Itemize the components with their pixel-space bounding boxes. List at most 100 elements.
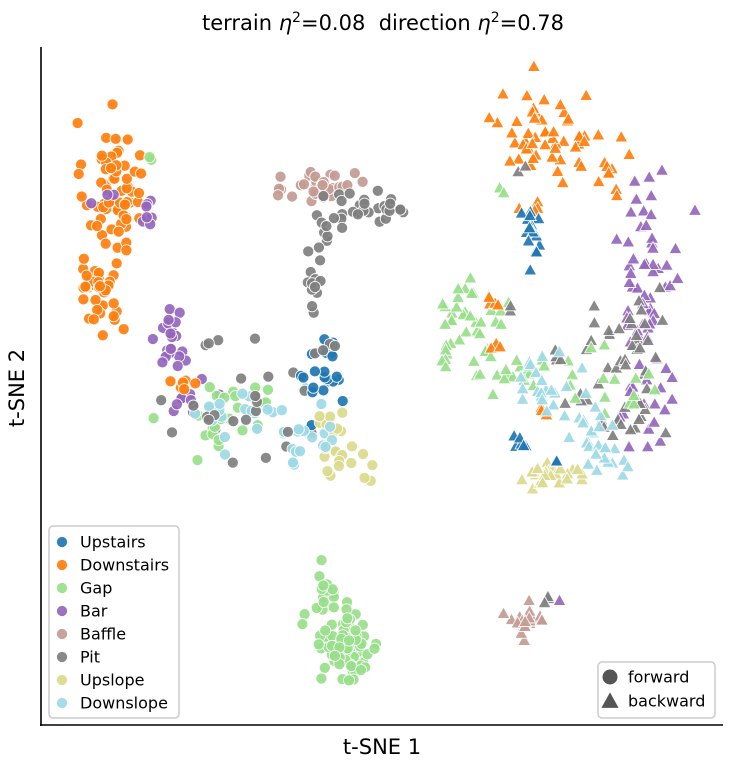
point-pit-forward <box>187 399 200 412</box>
point-downstairs-backward <box>591 127 606 141</box>
legend-label-baffle: Baffle <box>80 625 126 644</box>
point-gap-forward <box>298 608 311 621</box>
point-pit-backward <box>612 321 627 335</box>
point-bar-backward <box>645 256 661 270</box>
point-bar-backward <box>626 251 641 265</box>
point-downstairs-backward <box>527 110 542 124</box>
point-baffle-backward <box>514 625 529 639</box>
point-upslope-forward <box>358 471 371 484</box>
point-pit-forward <box>155 394 168 407</box>
point-downstairs-forward <box>117 323 130 336</box>
point-gap-backward <box>607 371 622 385</box>
point-pit-forward <box>317 344 330 357</box>
point-upslope-backward <box>570 461 585 475</box>
point-bar-backward <box>659 257 674 271</box>
point-bar-backward <box>670 270 685 284</box>
point-bar-backward <box>639 217 654 231</box>
point-downslope-backward <box>580 456 596 470</box>
point-downstairs-backward <box>519 88 535 102</box>
point-downslope-backward <box>607 441 622 455</box>
point-gap-forward <box>236 424 249 437</box>
point-pit-backward <box>518 158 533 172</box>
point-upslope-backward <box>530 460 545 474</box>
point-upslope-forward <box>366 459 379 472</box>
point-pit-forward <box>227 415 240 428</box>
point-gap-backward <box>537 358 552 372</box>
legend-marker-bar <box>55 604 69 618</box>
point-upslope-backward <box>559 471 575 485</box>
point-pit-forward <box>320 220 333 233</box>
point-pit-forward <box>343 187 356 200</box>
point-gap-backward <box>583 340 599 354</box>
point-gap-forward <box>341 612 354 625</box>
point-pit-backward <box>625 337 640 351</box>
point-pit-forward <box>262 370 275 383</box>
point-downslope-backward <box>515 381 530 395</box>
legend-label-backward: backward <box>628 692 705 711</box>
legend-marker-gap <box>55 581 69 595</box>
point-pit-forward <box>226 456 239 469</box>
point-pit-backward <box>658 425 673 439</box>
point-bar-forward <box>164 342 177 355</box>
point-downslope-forward <box>251 422 264 435</box>
point-downslope-backward <box>534 373 550 386</box>
point-pit-backward <box>587 298 602 312</box>
point-downslope-backward <box>539 403 554 417</box>
point-pit-forward <box>259 451 272 464</box>
data-points <box>71 58 703 687</box>
point-downstairs-backward <box>509 113 524 127</box>
point-downslope-forward <box>218 448 232 461</box>
point-bar-backward <box>645 240 661 254</box>
legend-label-downslope: Downslope <box>80 694 168 713</box>
point-downslope-backward <box>513 369 529 383</box>
point-upstairs-backward <box>521 233 536 247</box>
point-gap-backward <box>435 296 450 310</box>
point-downslope-forward <box>218 430 231 444</box>
point-downstairs-backward <box>574 158 589 172</box>
point-upstairs-backward <box>516 438 531 452</box>
point-upstairs-forward <box>330 370 343 383</box>
legend-marker-upslope <box>55 673 69 687</box>
point-downslope-backward <box>535 348 550 362</box>
point-downstairs-forward <box>72 167 85 181</box>
point-bar-backward <box>668 241 683 255</box>
point-gap-backward <box>459 324 474 338</box>
point-gap-backward <box>596 370 611 384</box>
y-axis-label: t-SNE 2 <box>5 349 29 427</box>
point-gap-backward <box>472 366 488 380</box>
point-baffle-forward <box>328 169 341 182</box>
point-upslope-backward <box>535 475 550 489</box>
point-bar-backward <box>687 202 703 216</box>
point-gap-forward <box>315 554 328 567</box>
point-bar-backward <box>657 402 673 416</box>
point-downstairs-forward <box>79 280 92 293</box>
point-downstairs-backward <box>521 125 536 139</box>
point-upslope-forward <box>313 410 326 423</box>
point-gap-backward <box>485 386 501 400</box>
point-downstairs-forward <box>75 190 88 203</box>
point-baffle-forward <box>286 190 299 203</box>
direction-legend: forward backward <box>597 661 716 719</box>
legend-marker-pit <box>55 650 69 664</box>
point-downslope-forward <box>292 423 305 436</box>
point-downstairs-forward <box>112 225 125 238</box>
legend-label-forward: forward <box>628 668 689 687</box>
point-gap-forward <box>327 601 340 614</box>
point-baffle-forward <box>348 167 361 180</box>
point-downstairs-backward <box>482 110 497 124</box>
point-gap-forward <box>368 642 381 655</box>
point-gap-backward <box>473 314 489 328</box>
point-gap-backward <box>497 371 512 385</box>
point-downslope-backward <box>534 392 550 406</box>
legend-label-gap: Gap <box>80 579 112 598</box>
point-upstairs-backward <box>523 262 538 276</box>
point-baffle-forward <box>356 175 369 188</box>
point-pit-forward <box>312 241 325 254</box>
point-downstairs-backward <box>481 289 497 303</box>
point-bar-backward <box>658 360 674 374</box>
point-downstairs-forward <box>120 213 133 226</box>
point-gap-forward <box>143 151 156 164</box>
legend-label-bar: Bar <box>80 602 108 621</box>
point-upslope-forward <box>357 447 370 461</box>
point-pit-forward <box>371 184 384 197</box>
